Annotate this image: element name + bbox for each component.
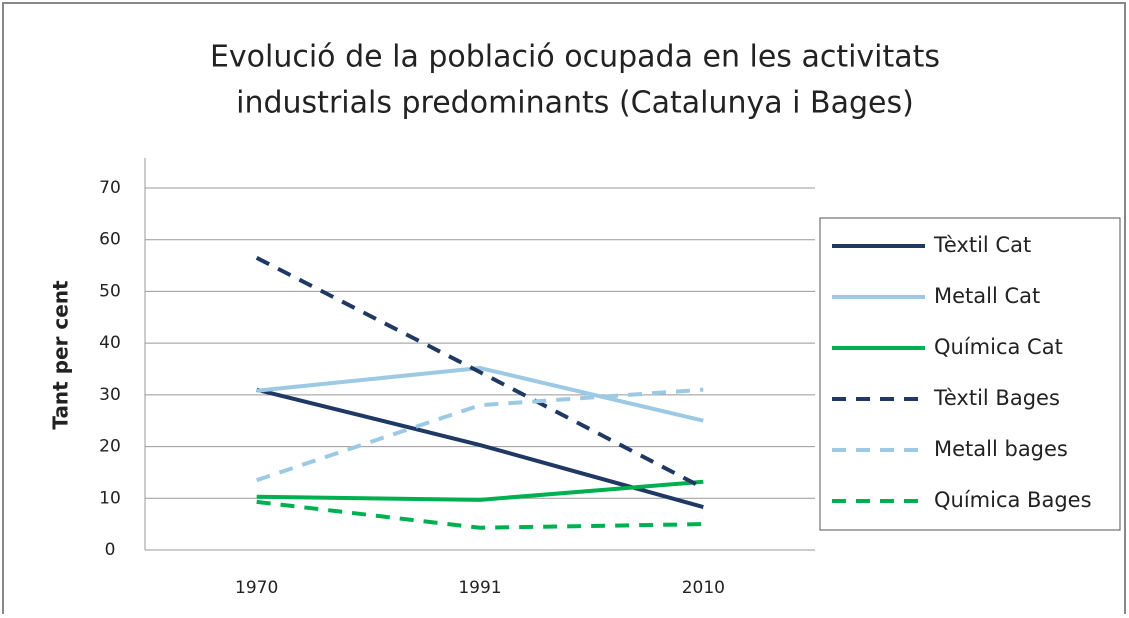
legend-label: Tèxtil Bages [933,386,1060,410]
y-tick-label: 20 [99,437,121,457]
y-tick-label: 60 [99,230,121,250]
y-tick-label: 10 [99,488,121,508]
series-line [256,365,704,423]
x-tick-label: 1991 [458,578,501,598]
series-line [256,479,704,502]
series-line [256,387,704,483]
x-tick-label: 2010 [682,578,725,598]
chart-title: Evolució de la població ocupada en les a… [210,40,940,75]
x-tick-label: 1970 [235,578,278,598]
legend-label: Tèxtil Cat [933,233,1031,257]
y-tick-label: 50 [99,281,121,301]
series-line [256,499,704,530]
series-line [255,256,705,490]
y-tick-label: 30 [99,385,121,405]
legend-label: Química Cat [934,335,1063,359]
y-axis-label: Tant per cent [49,280,73,430]
y-tick-label: 0 [105,540,116,560]
legend-label: Metall Cat [934,284,1040,308]
chart-title: industrials predominants (Catalunya i Ba… [236,86,914,121]
legend-label: Metall bages [934,437,1068,461]
y-tick-label: 40 [99,333,121,353]
legend [819,217,1121,531]
y-tick-label: 70 [99,178,121,198]
legend-label: Química Bages [934,488,1092,512]
